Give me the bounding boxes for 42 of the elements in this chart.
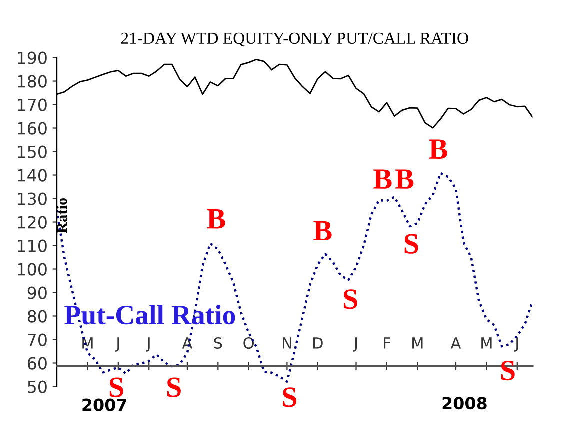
text: S xyxy=(283,388,297,408)
x-tick-label: J xyxy=(115,338,120,352)
y-tick-label: 160 xyxy=(18,122,47,135)
y-tick-label: 60 xyxy=(28,357,47,370)
x-tick-label: N xyxy=(282,338,292,349)
y-axis-title: Ratio xyxy=(56,198,68,234)
y-tick-label: 80 xyxy=(28,310,47,323)
y-tick-label: 90 xyxy=(28,286,47,300)
annotation: B xyxy=(374,170,392,189)
x-tick-label: O xyxy=(244,337,254,350)
x-tick-label: J xyxy=(353,338,358,352)
x-tick-label: J xyxy=(514,338,518,352)
chart-title: 21-DAY WTD EQUITY-ONLY PUT/CALL RATIO xyxy=(121,32,468,47)
y-tick-label: 110 xyxy=(18,240,47,252)
annotation: B xyxy=(314,221,332,241)
series-label: Put-Call Ratio xyxy=(64,305,236,325)
annotation: B xyxy=(429,140,448,159)
y-tick-label: 170 xyxy=(18,98,47,112)
x-tick-label: F xyxy=(384,338,390,349)
y-tick-label: 70 xyxy=(28,334,47,346)
y-tick-label: 50 xyxy=(28,380,47,394)
annotation: B xyxy=(207,210,226,229)
annotation: S xyxy=(168,378,181,398)
y-tick-label: 130 xyxy=(18,192,47,206)
text: 2008 xyxy=(442,397,487,410)
y-tick-label: 190 xyxy=(18,52,47,64)
annotation: S xyxy=(344,290,358,310)
text: 2007 xyxy=(82,398,126,412)
y-tick-label: 180 xyxy=(18,75,47,88)
annotation: S xyxy=(110,378,124,398)
x-tick-label: D xyxy=(314,338,323,349)
y-tick-label: 100 xyxy=(18,263,47,276)
x-tick-label: M xyxy=(482,338,492,349)
annotation: S xyxy=(404,234,418,254)
y-tick-label: 140 xyxy=(18,169,47,182)
x-tick-label: J xyxy=(146,338,150,352)
x-tick-label: A xyxy=(450,338,462,349)
x-tick-label: S xyxy=(214,337,222,350)
y-tick-label: 150 xyxy=(18,146,47,158)
y-tick-label: 120 xyxy=(18,216,47,229)
x-tick-label: M xyxy=(412,338,423,349)
annotation: B xyxy=(396,170,414,189)
